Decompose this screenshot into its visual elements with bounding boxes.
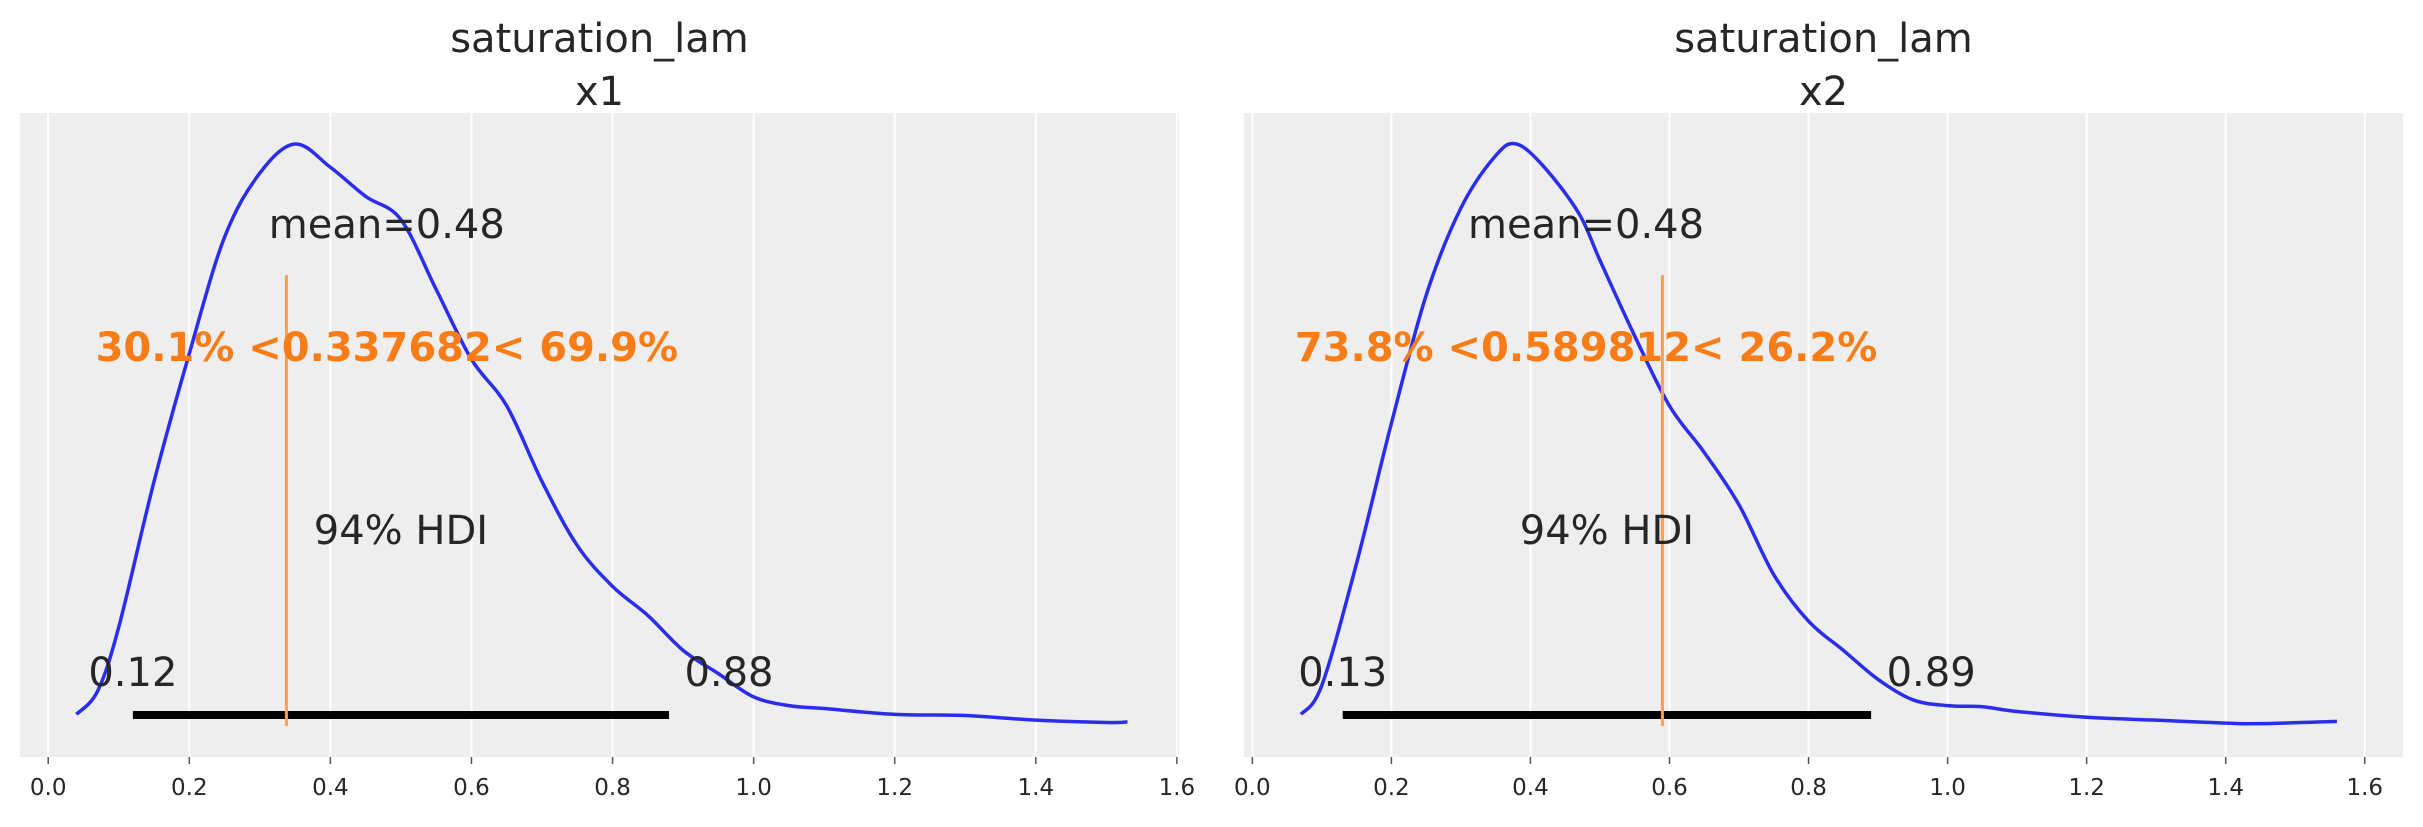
x-tick-label: 1.6 [1159,775,1196,801]
x-tick-label: 1.4 [1018,775,1055,801]
posterior-panel-2: 0.0 0.2 0.4 0.6 0.8 1.0 1.2 1.4 1.6 saturation_la… [1234,16,2403,801]
hdi-label: 94% HDI [314,508,488,554]
x-tick-label: 0.8 [1790,775,1827,801]
hdi-high-label: 0.88 [684,650,773,696]
reference-value-label: 30.1% <0.337682< 69.9% [96,325,678,371]
hdi-high-label: 0.89 [1887,650,1976,696]
axes-background [20,113,1179,757]
x-tick-label: 0.2 [1373,775,1410,801]
panel-title-var: saturation_lam [1674,16,1973,62]
density-line [75,142,1128,725]
hdi-low-label: 0.13 [1298,650,1387,696]
x-tick-label: 0.6 [453,775,490,801]
density-line [1299,141,2338,726]
hdi-label: 94% HDI [1520,508,1694,554]
x-tick-label: 1.2 [876,775,913,801]
mean-label: mean=0.48 [1468,202,1704,248]
panel-title-var: saturation_lam [450,16,749,62]
x-tick-label: 1.6 [2346,775,2383,801]
x-tick-label: 0.0 [30,775,67,801]
panel-title-coord: x1 [575,69,624,115]
x-tick-label: 0.0 [1234,775,1271,801]
x-tick-label: 1.2 [2068,775,2105,801]
axes-background [1244,113,2403,757]
posterior-panel-1: 0.0 0.2 0.4 0.6 0.8 1.0 1.2 1.4 1.6 saturation_la… [20,16,1195,801]
x-tick-label: 1.4 [2207,775,2244,801]
x-tick-label: 0.4 [312,775,349,801]
reference-value-label: 73.8% <0.589812< 26.2% [1295,325,1877,371]
mean-label: mean=0.48 [269,202,505,248]
panel-title-coord: x2 [1799,69,1848,115]
x-tick-label: 1.0 [735,775,772,801]
x-tick-label: 0.6 [1651,775,1688,801]
x-tick-label: 0.8 [594,775,631,801]
x-tick-label: 0.4 [1512,775,1549,801]
x-tick-label: 1.0 [1929,775,1966,801]
x-tick-label: 0.2 [171,775,208,801]
hdi-low-label: 0.12 [88,650,177,696]
